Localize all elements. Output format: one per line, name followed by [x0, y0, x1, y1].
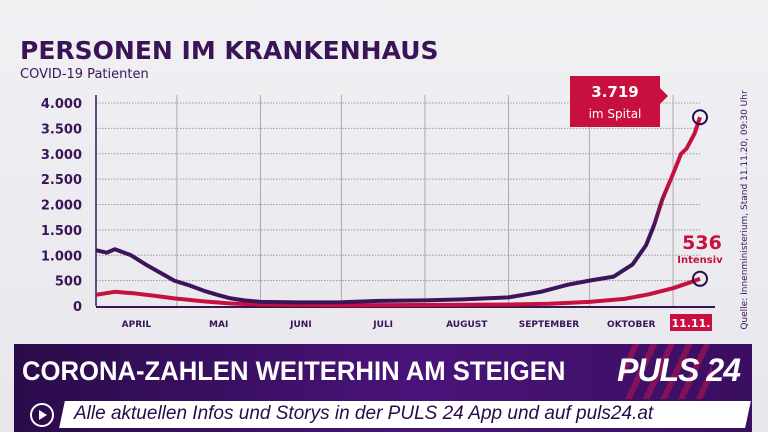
channel-logo: PULS 24 — [617, 352, 741, 388]
end-date-label: 11.11. — [672, 317, 711, 330]
x-tick-label: APRIL — [122, 320, 152, 330]
logo-stripes — [622, 344, 712, 399]
chart: 0 500 1.000 1.500 2.000 2.500 3.000 3.500 4.000 A… — [41, 76, 723, 331]
y-tick-label: 4.000 — [41, 97, 82, 112]
play-icon[interactable] — [30, 403, 54, 427]
y-tick-label: 1.500 — [41, 224, 82, 239]
x-tick-label: AUGUST — [446, 320, 488, 330]
source-note: Quelle: Innenministerium, Stand 11.11.20… — [740, 90, 750, 330]
y-tick-label: 0 — [73, 300, 82, 315]
callout-label: im Spital — [589, 107, 642, 121]
chart-subtitle: COVID-19 Patienten — [20, 67, 149, 82]
y-tick-label: 2.500 — [41, 173, 82, 188]
y-tick-label: 500 — [55, 275, 82, 290]
callout-value: 3.719 — [591, 83, 638, 101]
y-tick-label: 2.000 — [41, 199, 82, 214]
endpoint-marker — [692, 109, 708, 126]
news-ticker: CORONA-ZAHLEN WEITERHIN AM STEIGEN PULS … — [14, 344, 752, 432]
x-tick-label: MAI — [209, 320, 228, 330]
icu-label: Intensiv — [677, 255, 723, 266]
x-tick-label: OKTOBER — [607, 320, 655, 330]
chart-title: PERSONEN IM KRANKENHAUS — [20, 36, 439, 65]
series-line-hospital — [95, 116, 702, 305]
series-line-icu — [95, 276, 701, 308]
y-tick-label: 3.000 — [41, 148, 82, 163]
callout-box — [570, 76, 668, 127]
icu-value: 536 — [682, 232, 722, 254]
ticker-headline: CORONA-ZAHLEN WEITERHIN AM STEIGEN — [22, 356, 566, 386]
endpoint-marker — [692, 270, 708, 287]
x-tick-label: JULI — [372, 320, 393, 330]
y-tick-label: 3.500 — [41, 122, 82, 137]
ticker-info: Alle aktuellen Infos und Storys in der P… — [74, 403, 654, 424]
y-tick-label: 1.000 — [41, 249, 82, 264]
x-tick-label: SEPTEMBER — [519, 320, 579, 330]
end-date-box — [670, 314, 712, 331]
x-tick-label: JUNI — [289, 320, 312, 330]
